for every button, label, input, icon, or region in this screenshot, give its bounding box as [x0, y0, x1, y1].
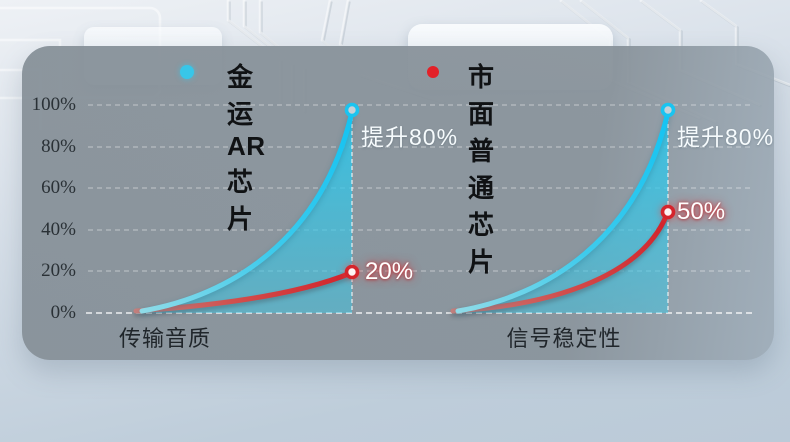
category-label-audio: 传输音质: [118, 326, 212, 351]
annotation-ordinary-audio: 20%: [365, 258, 414, 285]
legend-label-ar-chip: 金运AR芯片: [227, 62, 266, 234]
annotation-improvement-audio: 提升80%: [361, 124, 459, 150]
chart-panel: [22, 46, 774, 360]
y-tick-label: 0%: [50, 302, 76, 323]
legend-dot-ar-chip-icon: [180, 65, 194, 79]
y-tick-label: 100%: [31, 94, 76, 115]
annotation-improvement-signal: 提升80%: [677, 124, 775, 150]
y-tick-label: 20%: [41, 260, 76, 281]
legend-dot-ordinary-chip-icon: [427, 66, 439, 78]
y-tick-label: 60%: [41, 177, 76, 198]
annotation-ordinary-signal: 50%: [677, 198, 726, 225]
y-tick-label: 40%: [41, 219, 76, 240]
legend-label-ordinary-chip: 市面普通芯片: [468, 62, 497, 277]
category-label-signal: 信号稳定性: [506, 326, 622, 351]
y-tick-label: 80%: [41, 136, 76, 157]
